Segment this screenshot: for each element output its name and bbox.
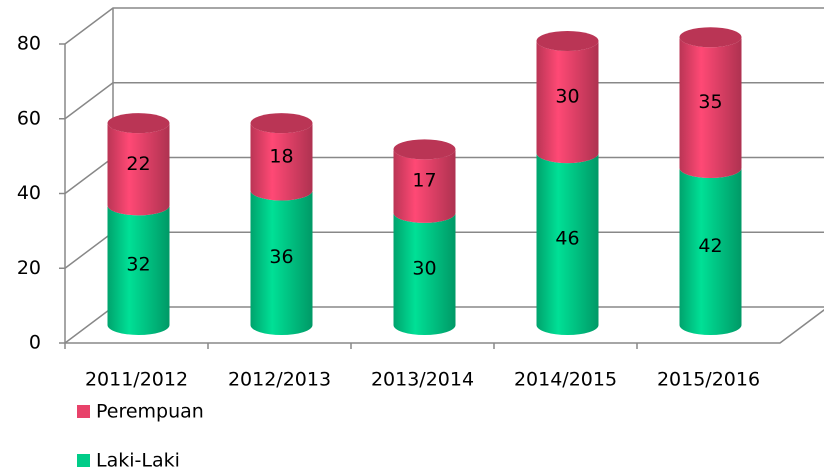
x-tick-label: 2012/2013 (228, 369, 331, 391)
data-label: 30 (412, 257, 436, 279)
data-label: 32 (126, 254, 150, 276)
cylinder-top (393, 139, 456, 160)
x-tick-label: 2015/2016 (657, 369, 760, 391)
cylinder-top (250, 113, 313, 134)
cylinder-segment (393, 149, 456, 223)
y-tick-label: 20 (17, 257, 41, 279)
data-label: 42 (698, 235, 722, 257)
cylinder-top (536, 30, 599, 51)
cylinder-segment (107, 205, 170, 335)
y-tick-label: 80 (17, 33, 41, 55)
x-tick-label: 2013/2014 (371, 369, 474, 391)
x-tick-label: 2014/2015 (514, 369, 617, 391)
y-tick-label: 40 (17, 182, 41, 204)
cylinder-segment (536, 153, 599, 335)
cylinder-segment (250, 123, 313, 201)
cylinder-segment (536, 40, 599, 164)
cylinder-segment (679, 37, 742, 179)
cylinder-top (679, 27, 742, 48)
y-tick-label: 0 (29, 332, 41, 354)
data-label: 46 (555, 228, 579, 250)
cylinder-segment (250, 190, 313, 335)
data-label: 17 (412, 170, 436, 192)
legend-swatch (77, 454, 90, 467)
data-label: 36 (269, 246, 293, 268)
cylinder-segment (107, 123, 170, 216)
cylinder-segment (679, 168, 742, 335)
y-tick-label: 60 (17, 107, 41, 129)
floor (65, 309, 824, 344)
data-label: 35 (698, 91, 722, 113)
x-tick-label: 2011/2012 (85, 369, 188, 391)
data-label: 18 (269, 145, 293, 167)
legend-swatch (77, 405, 90, 418)
legend-label: Laki-Laki (96, 450, 180, 472)
cylinder-top (107, 113, 170, 134)
data-label: 30 (555, 86, 579, 108)
cylinder-segment (393, 212, 456, 335)
data-label: 22 (126, 153, 150, 175)
legend-label: Perempuan (96, 401, 204, 423)
